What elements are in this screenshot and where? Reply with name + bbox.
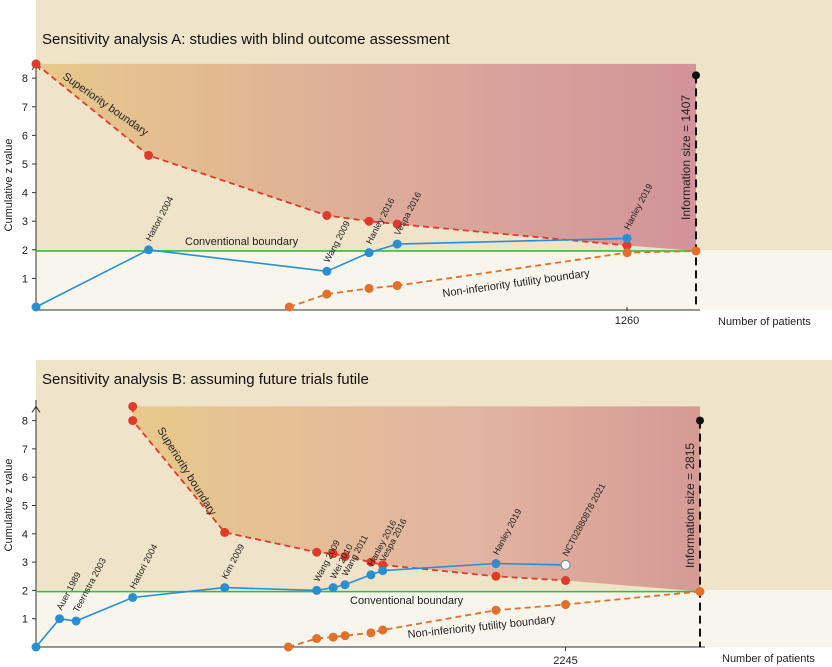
- panel-b-z-point-5: [312, 585, 322, 595]
- panel-b-futility-point-8: [695, 587, 705, 597]
- panel-b-futility-point-7: [561, 600, 571, 610]
- panel-a-superiority-point-1: [144, 150, 154, 160]
- panel-b-z-point-0: [31, 642, 41, 652]
- panel-a-superiority-point-4: [392, 219, 402, 229]
- panel-b-conventional-boundary-label: Conventional boundary: [350, 595, 464, 607]
- panel-b-title: Sensitivity analysis B: assuming future …: [42, 371, 369, 388]
- panel-b-y-tick-label-8: 8: [22, 416, 28, 428]
- panel-a-z-point-0: [31, 302, 41, 312]
- panel-a-title: Sensitivity analysis A: studies with bli…: [42, 31, 451, 48]
- panel-a-z-point-2: [322, 266, 332, 276]
- panel-b-futility-point-0: [283, 642, 293, 652]
- panel-b-y-tick-label-2: 2: [22, 585, 28, 597]
- panel-a-y-tick-label-2: 2: [22, 245, 28, 257]
- panel-b-benefit-area: [132, 406, 700, 592]
- panel-a-y-tick-label-4: 4: [22, 188, 28, 200]
- panel-b-futility-point-3: [340, 631, 350, 641]
- panel-b-information-size-label: Information size = 2815: [683, 443, 697, 568]
- panel-b-superiority-boundary: [131, 406, 566, 582]
- panel-a-y-tick-label-1: 1: [22, 273, 28, 285]
- panel-b-futility-point-5: [378, 625, 388, 635]
- panel-b-superiority-point-4: [328, 549, 338, 559]
- panel-a-z-point-5: [622, 233, 632, 243]
- panel-b-z-point-11: [560, 559, 571, 571]
- panel-b-superiority-point-2: [220, 527, 230, 537]
- panel-a-benefit-area: [36, 63, 696, 251]
- panel-b-superiority-point-5: [340, 551, 350, 561]
- panel-a-x-tick-label-1260: 1260: [615, 315, 639, 327]
- panel-a-y-tick-label-7: 7: [22, 102, 28, 114]
- panel-a-y-axis-label: Cumulative z value: [3, 139, 15, 232]
- panel-b-y-tick-label-1: 1: [22, 614, 28, 626]
- panel-b-y-ticks: 1 2 3 4 5 6 7 8: [22, 405, 41, 626]
- panel-a-futility-point-4: [622, 248, 632, 258]
- panel-b-z-point-3: [128, 592, 138, 602]
- panel-b-y-axis-arrow: [31, 405, 41, 413]
- panel-b-z-point-4: [220, 583, 230, 593]
- panel-b-y-tick-label-4: 4: [22, 529, 28, 541]
- panel-a-z-point-4: [392, 239, 402, 249]
- panel-a-y-tick-label-8: 8: [22, 73, 28, 85]
- chart-panel-b: Sensitivity analysis B: assuming future …: [3, 360, 832, 667]
- panel-b-z-point-10: [491, 559, 501, 569]
- panel-b-futility-point-2: [328, 632, 338, 642]
- panel-a-conventional-boundary-label: Conventional boundary: [185, 236, 299, 248]
- panel-b-x-axis-label: Number of patients: [722, 653, 815, 665]
- panel-a-futility-point-2: [364, 283, 374, 293]
- panel-a-futility-point-5: [691, 246, 701, 256]
- panel-a-x-ticks: 1260: [615, 307, 639, 327]
- panel-a-superiority-point-0: [31, 59, 41, 69]
- panel-b-z-point-2: [71, 616, 81, 626]
- panel-b-y-tick-label-7: 7: [22, 444, 28, 456]
- panel-b-y-axis-label: Cumulative z value: [3, 459, 15, 552]
- panel-b-y-tick-label-6: 6: [22, 472, 28, 484]
- panel-b-z-point-8: [366, 570, 376, 580]
- panel-b-y-tick-label-5: 5: [22, 501, 28, 513]
- panel-a-y-tick-label-5: 5: [22, 159, 28, 171]
- panel-a-futility-point-0: [284, 302, 294, 312]
- panel-a-futility-point-1: [322, 289, 332, 299]
- chart-panel-a: Sensitivity analysis A: studies with bli…: [3, 0, 832, 328]
- panel-a-z-point-1: [144, 245, 154, 255]
- panel-b-futility-point-1: [312, 634, 322, 644]
- panel-a-background-bottom: [36, 250, 832, 310]
- panel-b-futility-point-6: [491, 605, 501, 615]
- panel-b-futility-point-4: [366, 628, 376, 638]
- panel-b-information-size-point: [696, 416, 704, 425]
- panel-a-superiority-boundary: [35, 63, 628, 247]
- panel-b-z-point-1: [55, 614, 65, 624]
- panel-b-superiority-point-0: [128, 401, 138, 411]
- panel-a-superiority-point-3: [364, 216, 374, 226]
- panel-a-futility-boundary: [289, 250, 697, 308]
- panel-b-superiority-point-9: [561, 575, 571, 585]
- panel-a-superiority-point-2: [322, 210, 332, 220]
- panel-a-z-point-3: [364, 248, 374, 258]
- panel-b-superiority-point-6: [366, 557, 376, 567]
- panel-b-x-ticks: 2245: [553, 647, 578, 667]
- panel-b-superiority-point-1: [128, 416, 138, 426]
- panel-b-z-point-7: [340, 580, 350, 590]
- panel-a-superiority-point-5: [622, 241, 632, 251]
- panel-b-superiority-point-3: [312, 547, 322, 557]
- panel-b-y-tick-label-3: 3: [22, 557, 28, 569]
- panel-b-z-point-6: [328, 583, 338, 593]
- panel-a-information-size-point: [692, 71, 700, 80]
- panel-a-y-tick-label-3: 3: [22, 216, 28, 228]
- panel-b-superiority-point-8: [491, 571, 501, 581]
- panel-a-z-curve: [35, 237, 628, 308]
- panel-a-y-tick-label-6: 6: [22, 130, 28, 142]
- panel-b-z-point-9: [378, 566, 388, 576]
- panel-b-x-tick-label-2245: 2245: [553, 655, 577, 667]
- panel-a-x-axis-label: Number of patients: [718, 316, 811, 328]
- panel-a-futility-point-3: [392, 281, 402, 291]
- panel-a-information-size-label: Information size = 1407: [679, 95, 693, 220]
